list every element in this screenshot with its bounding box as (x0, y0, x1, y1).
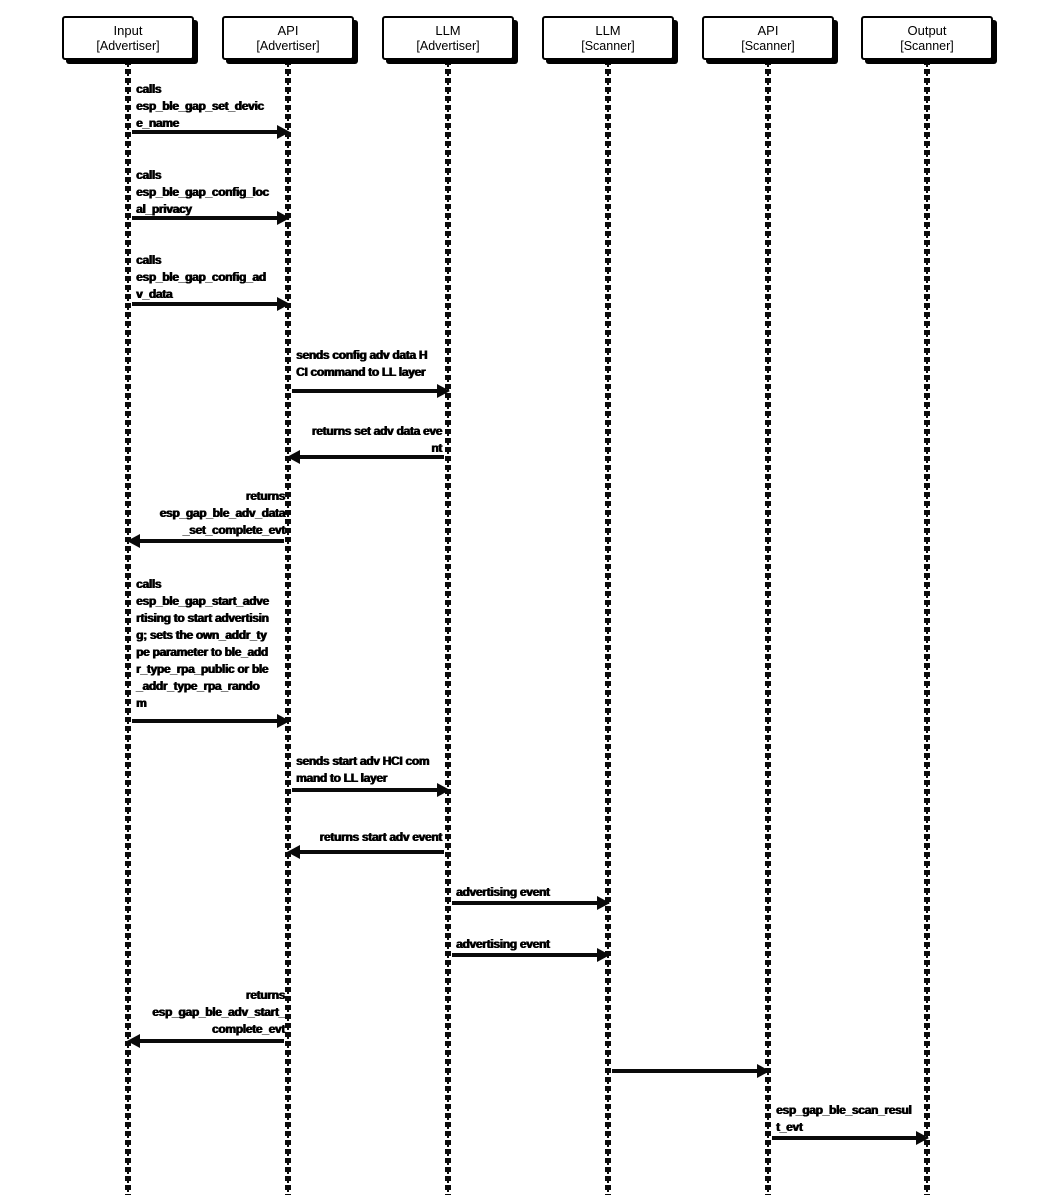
actor-role: [Scanner] (581, 38, 635, 53)
message-9-arrow (287, 845, 444, 859)
message-11-arrow (452, 948, 610, 962)
actor-name: API (757, 22, 779, 38)
actor-api-scanner: API [Scanner] (702, 16, 834, 60)
message-10-label: advertising event (456, 885, 550, 899)
message-6-arrow (127, 534, 284, 548)
message-7-label: calls esp_ble_gap_start_adve rtising to … (136, 577, 269, 710)
lifeline-api-scanner (765, 60, 771, 1195)
message-13-arrow (612, 1064, 770, 1078)
message-12-arrow (127, 1034, 284, 1048)
message-8-arrow (292, 783, 450, 797)
message-3-label: calls esp_ble_gap_config_ad v_data (136, 253, 266, 301)
lifeline-api-advertiser (285, 60, 291, 1195)
message-1-arrow (132, 125, 290, 139)
message-2-label: calls esp_ble_gap_config_loc al_privacy (136, 168, 269, 216)
message-4-label: sends config adv data H CI command to LL… (296, 348, 428, 379)
actor-name: LLM (595, 22, 621, 38)
message-5-arrow (287, 450, 444, 464)
message-14-arrow (772, 1131, 929, 1145)
actor-llm-advertiser: LLM [Advertiser] (382, 16, 514, 60)
message-1-label: calls esp_ble_gap_set_devic e_name (136, 82, 264, 130)
lifeline-llm-scanner (605, 60, 611, 1195)
actor-input-advertiser: Input [Advertiser] (62, 16, 194, 60)
actor-name: LLM (435, 22, 461, 38)
actor-role: [Scanner] (900, 38, 954, 53)
actor-output-scanner: Output [Scanner] (861, 16, 993, 60)
lifeline-input-advertiser (125, 60, 131, 1195)
message-5-label: returns set adv data eve nt (311, 424, 443, 455)
actor-role: [Advertiser] (256, 38, 320, 53)
message-10-arrow (452, 896, 610, 910)
message-9-label: returns start adv event (319, 830, 443, 844)
actor-name: Output (907, 22, 947, 38)
message-4-arrow (292, 384, 450, 398)
actor-api-advertiser: API [Advertiser] (222, 16, 354, 60)
lifeline-llm-advertiser (445, 60, 451, 1195)
actor-role: [Scanner] (741, 38, 795, 53)
message-2-arrow (132, 211, 290, 225)
actor-role: [Advertiser] (96, 38, 160, 53)
actor-name: API (277, 22, 299, 38)
message-14-label: esp_gap_ble_scan_resul t_evt (776, 1103, 912, 1134)
message-12-label: returns esp_gap_ble_adv_start_ complete_… (152, 988, 285, 1036)
message-8-label: sends start adv HCI com mand to LL layer (296, 754, 430, 785)
actor-llm-scanner: LLM [Scanner] (542, 16, 674, 60)
message-7-arrow (132, 714, 290, 728)
message-3-arrow (132, 297, 290, 311)
actor-role: [Advertiser] (416, 38, 480, 53)
message-6-label: returns esp_gap_ble_adv_data _set_comple… (159, 489, 286, 537)
message-11-label: advertising event (456, 937, 550, 951)
lifeline-output-scanner (924, 60, 930, 1195)
actor-name: Input (113, 22, 143, 38)
